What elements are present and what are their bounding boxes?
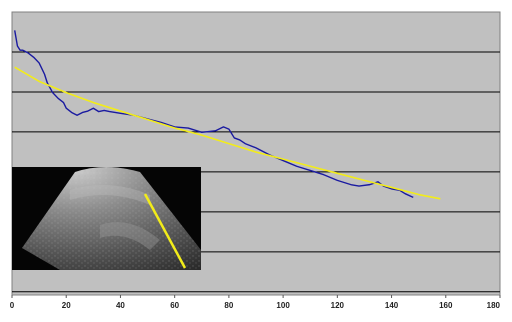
ultrasound-inset xyxy=(12,167,201,270)
x-tick-label: 60 xyxy=(170,301,179,310)
x-axis-ticks: 0 20 40 60 80 100 120 140 160 180 xyxy=(10,295,501,310)
x-tick-label: 120 xyxy=(331,301,345,310)
x-tick-label: 80 xyxy=(224,301,233,310)
x-tick-label: 40 xyxy=(116,301,125,310)
x-tick-label: 20 xyxy=(62,301,71,310)
x-tick-label: 140 xyxy=(385,301,399,310)
series-line-trend xyxy=(14,66,441,200)
ultrasound-band xyxy=(70,185,150,205)
series-group xyxy=(14,30,441,200)
x-tick-label: 160 xyxy=(439,301,453,310)
measurement-marker xyxy=(143,193,187,269)
ultrasound-band xyxy=(100,222,160,250)
series-line-measured xyxy=(14,30,414,199)
x-tick-label: 180 xyxy=(487,301,501,310)
ultrasound-texture xyxy=(22,167,201,270)
x-tick-label: 0 xyxy=(10,301,15,310)
x-tick-label: 100 xyxy=(276,301,290,310)
